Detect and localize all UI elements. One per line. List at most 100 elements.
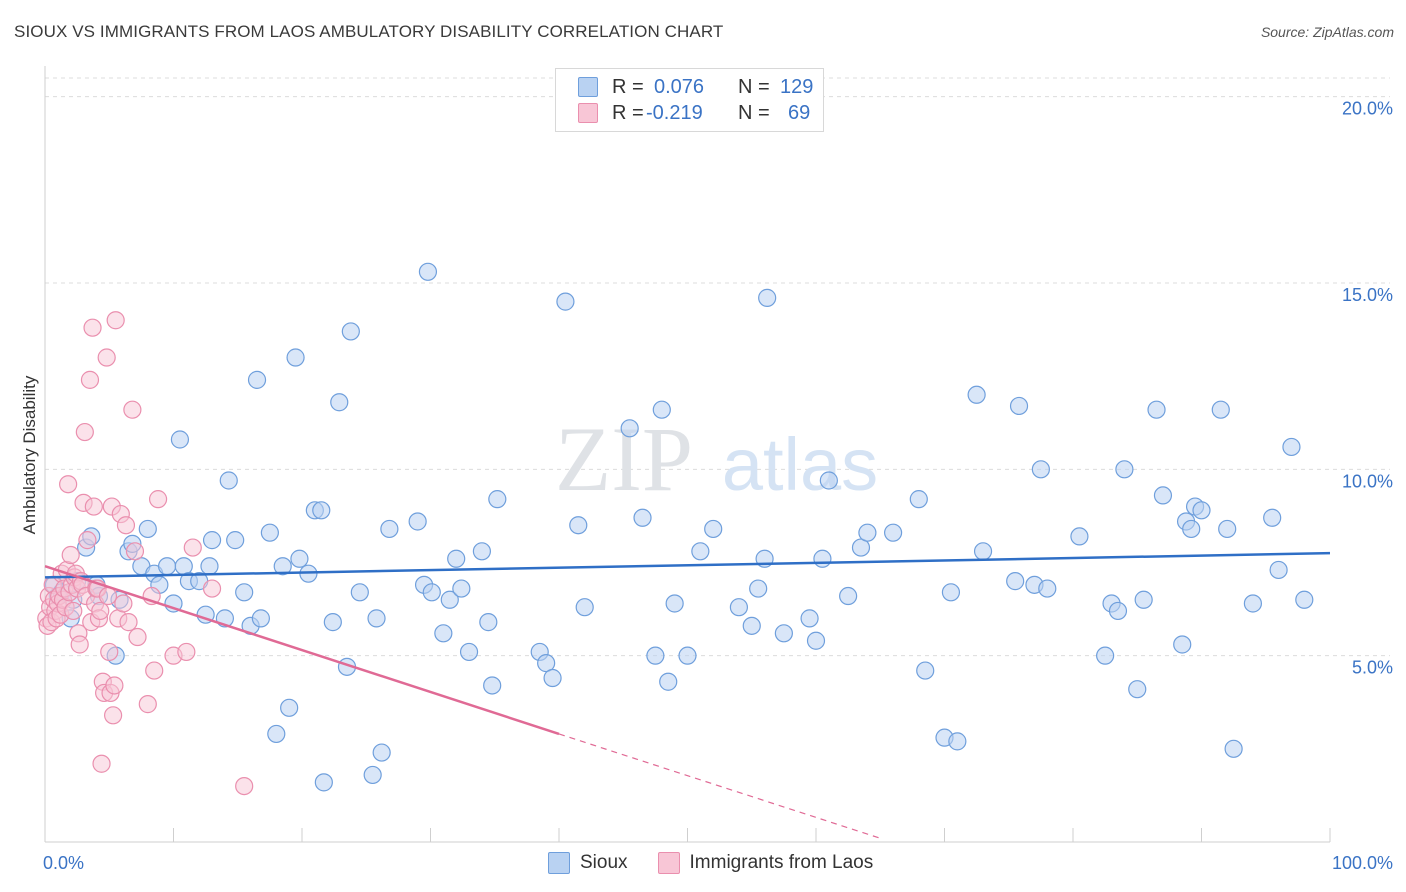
sioux-point <box>774 624 793 643</box>
series-laos-points <box>37 311 254 796</box>
chart-title: SIOUX VS IMMIGRANTS FROM LAOS AMBULATORY… <box>14 22 724 41</box>
sioux-point <box>1070 527 1089 546</box>
sioux-point <box>569 516 588 535</box>
laos-point <box>75 422 94 442</box>
laos-point <box>83 318 102 337</box>
sioux-point <box>575 598 594 617</box>
sioux-point <box>1295 590 1314 609</box>
y-tick-label: 15.0% <box>1342 285 1393 305</box>
watermark: ZIP atlas <box>555 408 878 510</box>
sioux-point <box>1038 579 1057 598</box>
sioux-point <box>1006 572 1025 591</box>
bottom-legend: Sioux Immigrants from Laos <box>548 852 903 874</box>
sioux-point <box>363 765 382 785</box>
sioux-point <box>488 490 507 509</box>
sioux-point <box>758 288 777 307</box>
sioux-point <box>350 583 369 602</box>
laos-point <box>177 642 196 662</box>
sioux-point <box>1182 519 1201 539</box>
sioux-point <box>948 732 967 751</box>
sioux-point <box>1134 590 1153 609</box>
sioux-point <box>839 586 858 606</box>
laos-point <box>64 601 83 621</box>
laos-swatch <box>578 103 598 123</box>
legend-row-sioux: R = 0.076 N = 129 <box>578 75 813 99</box>
sioux-point <box>1218 519 1237 539</box>
laos-point <box>100 642 119 662</box>
sioux-point <box>1153 486 1173 505</box>
sioux-point <box>556 292 575 311</box>
sioux-point <box>543 668 562 688</box>
laos-point <box>59 475 78 494</box>
laos-swatch <box>657 852 680 874</box>
legend-r-value: -0.219 <box>646 101 703 124</box>
sioux-point <box>380 519 399 539</box>
sioux-point <box>729 598 749 617</box>
bottom-legend-sioux: Sioux <box>548 852 628 874</box>
sioux-point <box>170 430 190 449</box>
sioux-point <box>1108 601 1128 621</box>
sioux-point <box>138 519 157 539</box>
sioux-point <box>1173 635 1192 654</box>
sioux-point <box>314 773 333 792</box>
laos-point <box>78 531 97 550</box>
sioux-point <box>704 519 723 539</box>
laos-point <box>123 400 142 419</box>
sioux-point <box>819 471 838 490</box>
watermark-atlas: atlas <box>722 423 878 506</box>
sioux-point <box>247 370 267 389</box>
laos-point <box>202 579 222 598</box>
laos-point <box>80 370 100 389</box>
laos-point <box>138 695 157 714</box>
sioux-point <box>312 501 331 520</box>
sioux-point <box>1192 501 1211 520</box>
sioux-point <box>472 542 491 561</box>
sioux-point <box>200 557 219 576</box>
legend-box: R = 0.076 N = 129 R = -0.219 N = 69 <box>555 68 824 132</box>
legend-n-label: N = <box>738 75 770 98</box>
laos-point <box>106 311 125 330</box>
sioux-point <box>372 743 391 762</box>
legend-r-label: R = <box>612 75 644 98</box>
laos-point <box>84 497 103 516</box>
sioux-point <box>1243 594 1263 613</box>
sioux-point <box>620 419 639 438</box>
laos-trend-extension <box>558 733 881 839</box>
laos-point <box>128 627 147 647</box>
x-tick-label: 100.0% <box>1332 853 1393 873</box>
y-tick-label: 10.0% <box>1342 471 1393 491</box>
sioux-point <box>459 642 479 662</box>
gridlines <box>45 77 1390 657</box>
sioux-point <box>1031 460 1050 479</box>
sioux-trend-line <box>44 551 1331 579</box>
laos-point <box>145 661 164 680</box>
source-label: Source: ZipAtlas.com <box>1260 24 1394 40</box>
sioux-point <box>202 531 222 550</box>
sioux-point <box>157 557 177 576</box>
sioux-point <box>479 613 498 632</box>
laos-point <box>61 545 80 565</box>
sioux-point <box>483 676 502 695</box>
laos-point <box>125 542 145 561</box>
sioux-point <box>1211 400 1230 419</box>
bottom-legend-laos: Immigrants from Laos <box>657 852 873 874</box>
sioux-point <box>1009 396 1029 416</box>
laos-point <box>114 594 133 613</box>
sioux-point <box>408 512 427 531</box>
sioux-point <box>280 698 299 717</box>
trend-lines <box>44 551 1331 839</box>
sioux-point <box>659 672 678 691</box>
sioux-swatch <box>548 852 570 874</box>
sioux-point <box>226 531 245 550</box>
laos-point <box>235 776 254 796</box>
sioux-point <box>941 583 961 602</box>
sioux-point <box>273 557 292 576</box>
legend-row-laos: R = -0.219 N = 69 <box>578 101 810 125</box>
sioux-point <box>286 348 305 367</box>
sioux-point <box>678 646 697 665</box>
legend-n-label: N = <box>738 101 770 124</box>
x-tick-label: 0.0% <box>43 853 84 873</box>
sioux-point <box>858 523 877 542</box>
sioux-point <box>633 508 652 527</box>
